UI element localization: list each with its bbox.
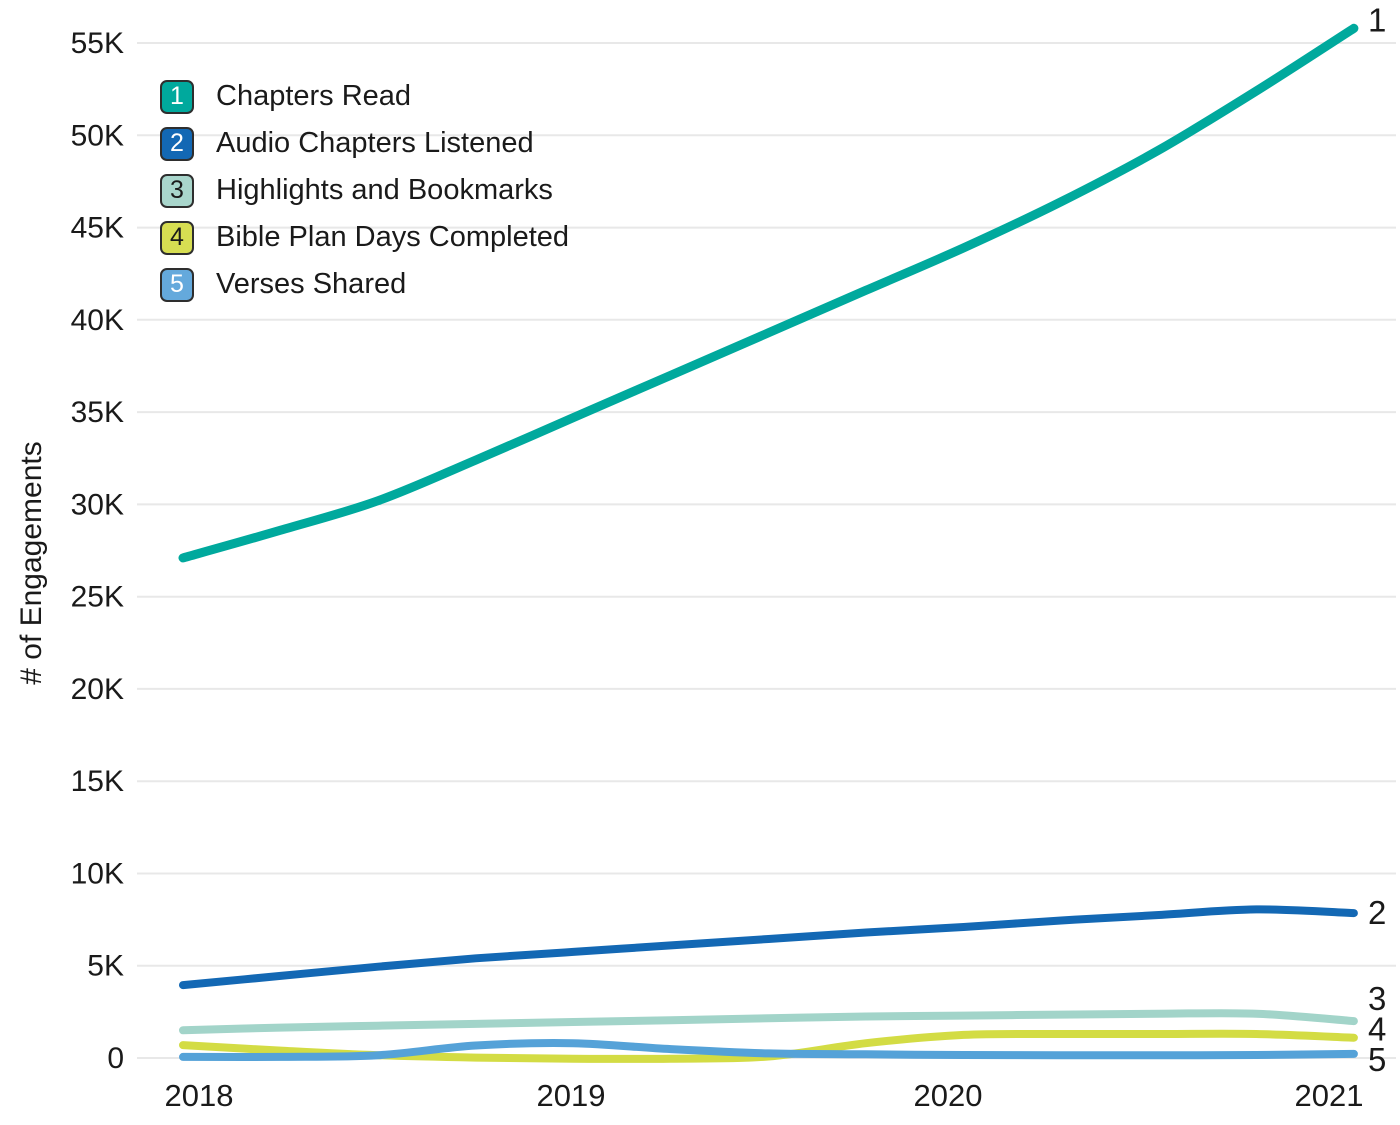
end-label-3: 3 <box>1368 980 1386 1017</box>
legend-rank-5: 5 <box>170 270 184 298</box>
legend-label-verses-shared: Verses Shared <box>216 268 407 300</box>
x-tick-2019: 2019 <box>537 1078 606 1113</box>
end-label-2: 2 <box>1368 894 1386 931</box>
y-tick-30K: 30K <box>71 488 124 521</box>
y-tick-50K: 50K <box>71 119 124 152</box>
series-line-3 <box>179 1009 1358 1035</box>
y-axis-tick-labels: 0 5K 10K 15K 20K 25K 30K 35K 40K 45K 50K 55K <box>71 27 124 1075</box>
series-end-rank-labels: 1 2 345 <box>1368 1 1386 1078</box>
y-tick-20K: 20K <box>71 673 124 706</box>
legend-label-highlights-and-bookmarks: Highlights and Bookmarks <box>216 174 553 206</box>
legend: 1 Chapters Read 2 Audio Chapters Listene… <box>160 73 569 308</box>
y-tick-15K: 15K <box>71 765 124 798</box>
end-label-4: 4 <box>1368 1011 1386 1048</box>
legend-chip-3: 3 <box>160 173 194 208</box>
x-axis-tick-labels: 2018 2019 2020 2021 <box>165 1078 1364 1113</box>
legend-chip-2: 2 <box>160 126 194 161</box>
legend-rank-2: 2 <box>170 129 184 157</box>
x-tick-2018: 2018 <box>165 1078 234 1113</box>
legend-label-bible-plan-days-completed: Bible Plan Days Completed <box>216 221 570 253</box>
legend-item-highlights-and-bookmarks: 3 Highlights and Bookmarks <box>160 167 569 214</box>
x-tick-2021: 2021 <box>1295 1078 1364 1113</box>
series-line-5 <box>179 1039 1358 1062</box>
y-axis-title: # of Engagements <box>15 441 48 685</box>
end-label-5: 5 <box>1368 1041 1386 1078</box>
legend-item-audio-chapters-listened: 2 Audio Chapters Listened <box>160 120 569 167</box>
series-line-1 <box>178 23 1359 563</box>
end-label-1: 1 <box>1368 1 1386 38</box>
legend-rank-4: 4 <box>170 223 184 251</box>
legend-chip-5: 5 <box>160 267 194 302</box>
y-tick-55K: 55K <box>71 27 124 60</box>
series-line-2 <box>179 905 1358 990</box>
y-tick-40K: 40K <box>71 304 124 337</box>
legend-item-chapters-read: 1 Chapters Read <box>160 73 569 120</box>
legend-item-verses-shared: 5 Verses Shared <box>160 261 569 308</box>
y-tick-10K: 10K <box>71 858 124 891</box>
y-tick-25K: 25K <box>71 581 124 614</box>
legend-rank-1: 1 <box>170 82 184 110</box>
x-tick-2020: 2020 <box>914 1078 983 1113</box>
series-lines <box>178 23 1359 1063</box>
y-tick-0: 0 <box>107 1042 124 1075</box>
y-tick-45K: 45K <box>71 212 124 245</box>
y-tick-35K: 35K <box>71 396 124 429</box>
legend-label-audio-chapters-listened: Audio Chapters Listened <box>216 127 534 159</box>
legend-chip-1: 1 <box>160 79 194 114</box>
legend-item-bible-plan-days-completed: 4 Bible Plan Days Completed <box>160 214 569 261</box>
legend-chip-4: 4 <box>160 220 194 255</box>
legend-rank-3: 3 <box>170 176 184 204</box>
legend-label-chapters-read: Chapters Read <box>216 80 412 112</box>
y-tick-5K: 5K <box>87 950 124 983</box>
